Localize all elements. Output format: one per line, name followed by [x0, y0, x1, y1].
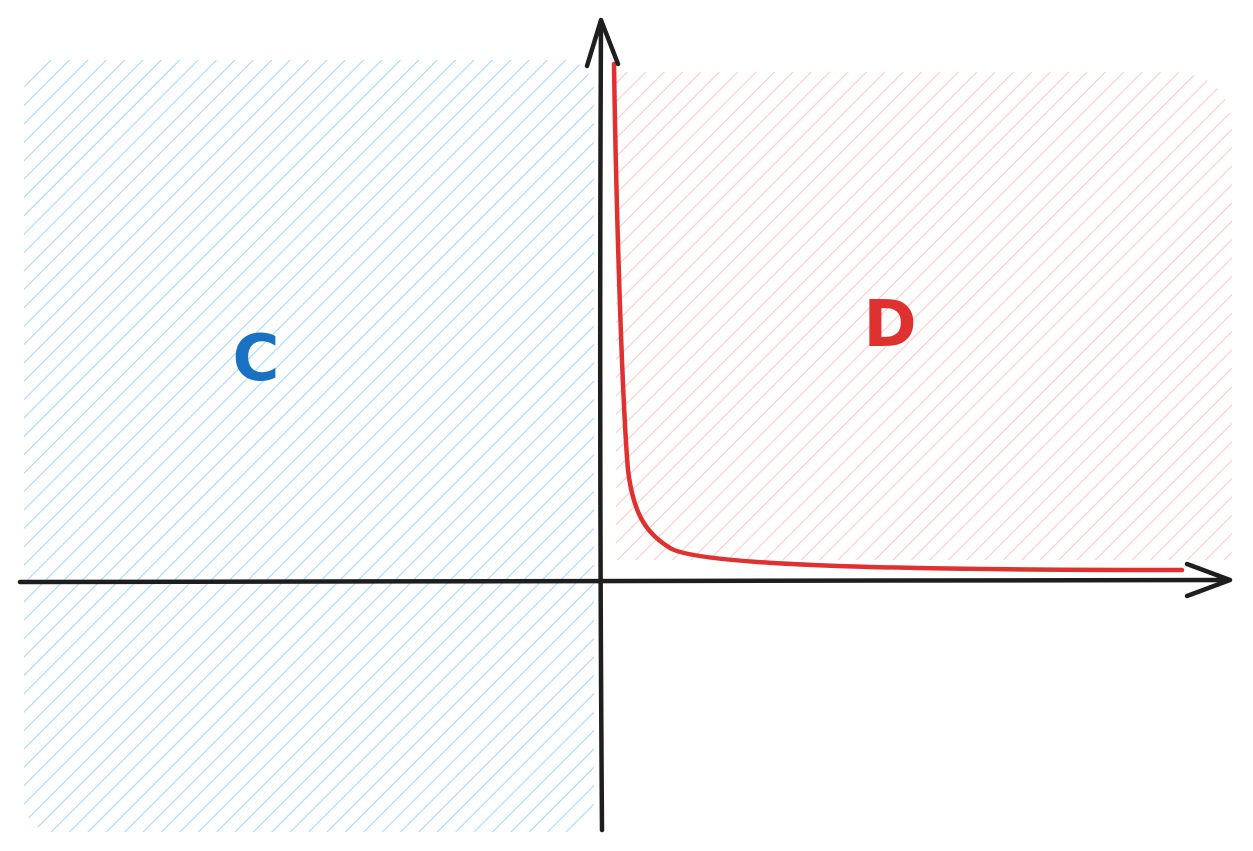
region-d-label: D	[863, 288, 916, 362]
region-d-hatch	[616, 72, 1232, 560]
region-c-hatch	[24, 60, 594, 832]
x-axis-arrowhead	[1184, 561, 1233, 599]
region-c-label: C	[233, 322, 280, 396]
x-axis	[17, 577, 1231, 585]
hyperbola-curve	[611, 61, 1185, 573]
y-axis	[597, 19, 605, 833]
y-axis-arrowhead	[584, 17, 621, 69]
